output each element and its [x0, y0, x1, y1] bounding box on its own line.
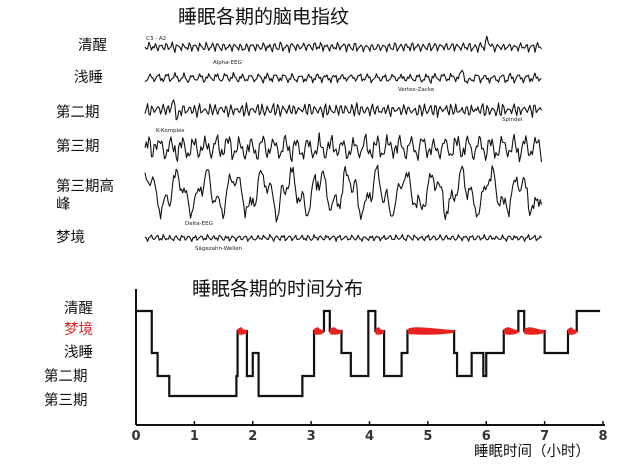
- dream-band-5: [237, 327, 247, 335]
- hypnogram-x-label: 睡眠时间（小时）: [474, 444, 590, 460]
- eeg-annotation-5: Sägezahn-Wellen: [195, 246, 243, 252]
- dream-band-19: [407, 327, 455, 335]
- hypnogram-title: 睡眠各期的时间分布: [192, 278, 364, 300]
- hyp-xtick-label-4: 4: [365, 429, 374, 444]
- eeg-trace-1: [144, 69, 542, 84]
- hyp-label-stage3: 第三期: [44, 393, 88, 409]
- eeg-label-stage2: 第二期: [56, 105, 100, 121]
- hyp-xtick-label-8: 8: [598, 429, 607, 444]
- eeg-annotation-2: Spindel: [502, 117, 523, 123]
- dream-band-12: [329, 327, 342, 335]
- hyp-xtick-label-7: 7: [540, 429, 549, 444]
- dream-band-27: [524, 327, 545, 335]
- hyp-xtick-label-6: 6: [482, 429, 491, 444]
- eeg-annotation-4: Delta-EEG: [185, 221, 213, 227]
- eeg-trace-2: [144, 99, 542, 121]
- eeg-annotation-1: Vertex-Zacke: [398, 87, 435, 93]
- eeg-label-stage3: 第三期: [56, 139, 100, 155]
- dream-band-25: [503, 327, 519, 335]
- eeg-annotation-3: K-Komplex: [156, 128, 185, 134]
- hyp-xtick-label-2: 2: [248, 429, 257, 444]
- eeg-trace-0: [144, 35, 542, 54]
- eeg-title: 睡眠各期的脑电指纹: [178, 6, 350, 28]
- eeg-trace-3: [144, 132, 543, 163]
- eeg-label-stage3-peak: 第三期高峰: [56, 179, 114, 213]
- dream-band-10: [314, 327, 324, 335]
- eeg-trace-4: [144, 164, 543, 223]
- hypnogram-line: [136, 309, 601, 398]
- eeg-annotation-0: Alpha-EEG: [213, 60, 242, 66]
- dream-band-16: [375, 327, 385, 335]
- hyp-label-dream: 梦境: [64, 322, 93, 338]
- eeg-label-light: 浅睡: [74, 70, 103, 86]
- eeg-label-dream: 梦境: [56, 230, 85, 246]
- hyp-label-light: 浅睡: [64, 345, 93, 361]
- hyp-xtick-label-5: 5: [423, 429, 432, 444]
- hyp-xtick-label-1: 1: [190, 429, 199, 444]
- hyp-xtick-label-3: 3: [307, 429, 316, 444]
- dream-band-29: [567, 327, 577, 335]
- hyp-label-awake: 清醒: [64, 301, 93, 317]
- hyp-label-stage2: 第二期: [44, 369, 88, 385]
- eeg-label-awake: 清醒: [78, 38, 107, 54]
- eeg-trace-5: [144, 233, 542, 243]
- hyp-xtick-label-0: 0: [131, 429, 140, 444]
- electrode-label: C3 - A2: [146, 36, 166, 42]
